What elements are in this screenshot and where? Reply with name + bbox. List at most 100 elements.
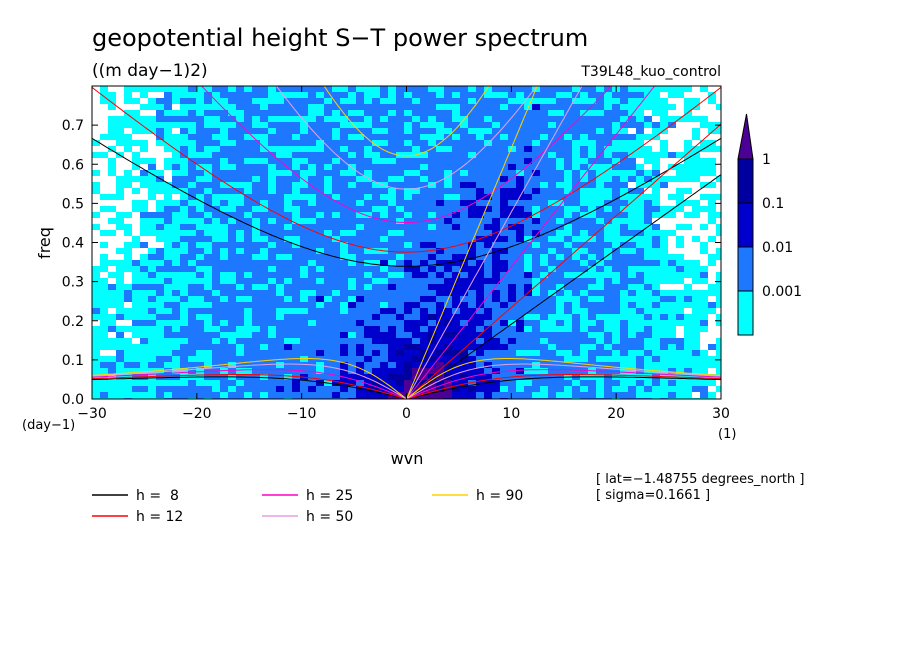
heat-cell — [628, 260, 637, 267]
heat-cell — [500, 284, 509, 291]
heat-cell — [420, 164, 429, 171]
heat-cell — [116, 104, 125, 111]
heat-cell — [700, 314, 709, 321]
heat-cell — [388, 104, 397, 111]
heat-cell — [276, 104, 285, 111]
heat-cell — [660, 188, 669, 195]
heat-cell — [444, 194, 453, 201]
heat-cell — [596, 116, 605, 123]
heat-cell — [516, 146, 525, 153]
heat-cell — [596, 386, 605, 393]
heat-cell — [244, 140, 253, 147]
heat-cell — [308, 386, 317, 393]
heat-cell — [420, 266, 429, 273]
heat-cell — [132, 242, 141, 249]
heat-cell — [308, 326, 317, 333]
heat-cell — [516, 368, 525, 375]
heat-cell — [300, 350, 309, 357]
heat-cell — [316, 194, 325, 201]
heat-cell — [364, 392, 373, 399]
heat-cell — [372, 338, 381, 345]
heat-cell — [692, 266, 701, 273]
heat-cell — [340, 392, 349, 399]
heat-cell — [572, 290, 581, 297]
heat-cell — [228, 200, 237, 207]
heat-cell — [660, 254, 669, 261]
heat-cell — [204, 194, 213, 201]
heat-cell — [100, 308, 109, 315]
heat-cell — [500, 98, 509, 105]
heat-cell — [92, 260, 101, 267]
heat-cell — [684, 128, 693, 135]
heat-cell — [124, 314, 133, 321]
heat-cell — [564, 122, 573, 129]
heat-cell — [700, 158, 709, 165]
heat-cell — [156, 164, 165, 171]
heat-cell — [388, 302, 397, 309]
heat-cell — [716, 110, 725, 117]
heat-cell — [404, 104, 413, 111]
heat-cell — [220, 134, 229, 141]
heat-cell — [660, 272, 669, 279]
heat-cell — [396, 284, 405, 291]
heat-cell — [540, 266, 549, 273]
heat-cell — [564, 236, 573, 243]
heat-cell — [460, 308, 469, 315]
heat-cell — [452, 344, 461, 351]
heat-cell — [292, 254, 301, 261]
heat-cell — [268, 290, 277, 297]
heat-cell — [452, 236, 461, 243]
heat-cell — [644, 194, 653, 201]
heat-cell — [244, 368, 253, 375]
heat-cell — [324, 182, 333, 189]
heat-cell — [420, 332, 429, 339]
heat-cell — [220, 218, 229, 225]
heat-cell — [516, 212, 525, 219]
heat-cell — [460, 170, 469, 177]
heat-cell — [116, 158, 125, 165]
heat-cell — [396, 98, 405, 105]
heat-cell — [404, 296, 413, 303]
heat-cell — [244, 92, 253, 99]
heat-cell — [468, 326, 477, 333]
heat-cell — [708, 296, 717, 303]
heat-cell — [252, 104, 261, 111]
heat-cell — [660, 308, 669, 315]
heat-cell — [532, 122, 541, 129]
heat-cell — [604, 116, 613, 123]
heat-cell — [604, 272, 613, 279]
heat-cell — [196, 350, 205, 357]
heat-cell — [356, 176, 365, 183]
heat-cell — [556, 236, 565, 243]
heat-cell — [356, 98, 365, 105]
heat-cell — [556, 338, 565, 345]
heat-cell — [700, 122, 709, 129]
heat-cell — [324, 296, 333, 303]
heat-cell — [340, 266, 349, 273]
heat-cell — [124, 320, 133, 327]
heat-cell — [244, 152, 253, 159]
heat-cell — [148, 116, 157, 123]
heat-cell — [708, 212, 717, 219]
heat-cell — [252, 272, 261, 279]
heat-cell — [668, 266, 677, 273]
heat-cell — [468, 194, 477, 201]
heat-cell — [164, 242, 173, 249]
heat-cell — [692, 194, 701, 201]
heat-cell — [700, 242, 709, 249]
heat-cell — [404, 332, 413, 339]
heat-cell — [316, 344, 325, 351]
heat-cell — [412, 344, 421, 351]
heat-cell — [500, 350, 509, 357]
heat-cell — [620, 134, 629, 141]
heat-cell — [116, 128, 125, 135]
heat-cell — [684, 272, 693, 279]
heat-cell — [276, 362, 285, 369]
heat-cell — [524, 194, 533, 201]
heat-cell — [220, 236, 229, 243]
heat-cell — [268, 314, 277, 321]
heat-cell — [676, 248, 685, 255]
heat-cell — [588, 308, 597, 315]
heat-cell — [284, 332, 293, 339]
heat-cell — [116, 290, 125, 297]
